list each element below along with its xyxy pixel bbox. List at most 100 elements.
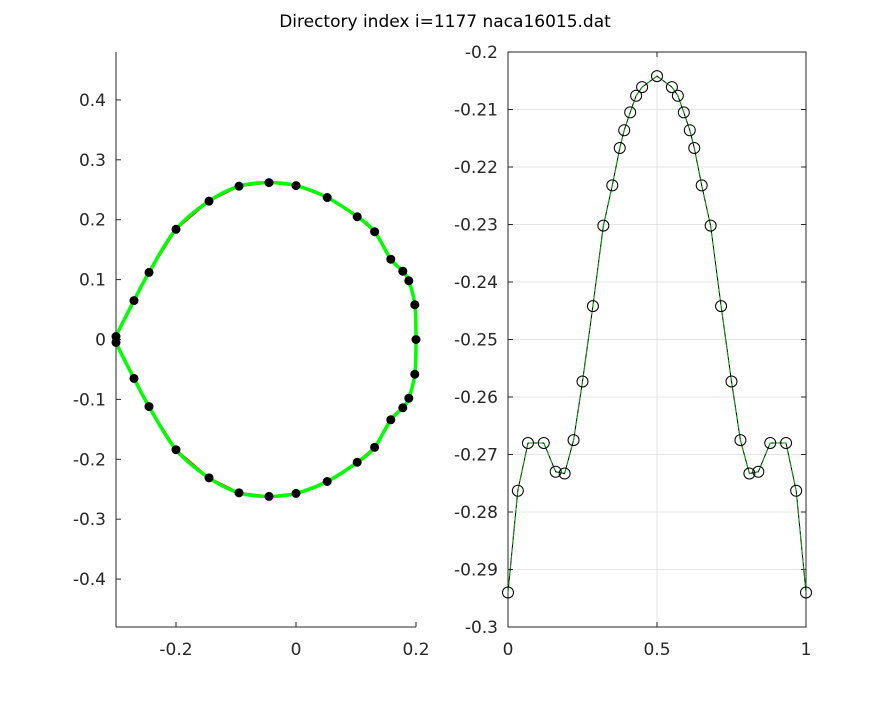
left-point <box>264 491 274 501</box>
left-point <box>398 266 408 276</box>
right-axes: -0.2 -0.21 -0.22 -0.23 -0.24 -0.25 -0.26 -0.27 -… <box>454 43 812 660</box>
right-y-tick-label: -0.24 <box>454 273 498 293</box>
left-x-tick-label: 0 <box>291 640 302 660</box>
right-point <box>800 586 812 599</box>
right-point <box>537 437 550 449</box>
right-point <box>665 81 678 94</box>
right-point <box>780 437 793 449</box>
left-x-tick-label: 0.2 <box>402 640 429 660</box>
right-y-tick-label: -0.28 <box>454 503 498 523</box>
right-point <box>586 300 599 313</box>
left-y-ticks: -0.4 -0.3 -0.2 -0.1 0 0.1 0.2 0.3 0.4 <box>73 91 121 590</box>
left-point <box>144 402 154 412</box>
left-y-tick-label: -0.2 <box>73 450 106 470</box>
left-y-tick-label: 0 <box>95 331 106 351</box>
left-point <box>386 415 396 425</box>
right-point <box>558 467 571 480</box>
right-point <box>613 142 626 155</box>
right-point <box>752 465 765 478</box>
left-point <box>204 196 214 206</box>
right-point <box>576 375 589 388</box>
right-point <box>511 484 524 497</box>
right-y-tick-label: -0.29 <box>454 561 498 581</box>
left-point <box>129 373 139 383</box>
right-y-tick-label: -0.23 <box>454 216 498 236</box>
left-y-tick-label: 0.4 <box>79 91 106 111</box>
right-point <box>688 142 701 155</box>
right-point <box>651 70 663 83</box>
right-y-tick-label: -0.3 <box>465 618 498 638</box>
figure-title: Directory index i=1177 naca16015.dat <box>279 12 611 32</box>
right-point <box>630 89 643 102</box>
left-point <box>234 488 244 498</box>
left-point <box>370 442 380 452</box>
right-y-tick-label: -0.25 <box>454 331 498 351</box>
left-point <box>352 212 362 222</box>
right-y-ticks: -0.2 -0.21 -0.22 -0.23 -0.24 -0.25 -0.26 -0.27 -… <box>454 43 806 638</box>
left-point <box>410 300 420 310</box>
left-point <box>264 178 274 188</box>
right-point <box>521 437 534 449</box>
left-y-tick-label: 0.1 <box>79 271 106 291</box>
right-point <box>764 437 777 449</box>
left-point <box>352 457 362 467</box>
left-x-tick-label: -0.2 <box>159 640 192 660</box>
right-point <box>725 375 738 388</box>
left-point <box>410 369 420 379</box>
left-point <box>370 227 380 237</box>
right-point <box>502 586 514 599</box>
left-y-tick-label: 0.3 <box>79 151 106 171</box>
right-plot-area <box>502 70 812 599</box>
right-y-tick-label: -0.27 <box>454 446 498 466</box>
left-plot-area <box>111 178 421 501</box>
right-x-tick-label: 1 <box>801 640 812 660</box>
left-axes: -0.4 -0.3 -0.2 -0.1 0 0.1 0.2 0.3 0.4 -0.2 0 0.2 <box>73 52 430 660</box>
right-point <box>636 81 649 94</box>
right-point <box>606 179 619 192</box>
left-point <box>111 337 121 347</box>
right-point <box>624 106 637 119</box>
right-point <box>704 219 717 232</box>
left-point <box>411 335 421 344</box>
right-x-tick-label: 0 <box>503 640 514 660</box>
right-point <box>567 434 580 447</box>
right-point <box>671 89 684 102</box>
right-point <box>743 467 756 480</box>
left-point <box>171 224 181 234</box>
right-point <box>715 300 728 313</box>
left-point <box>291 488 301 498</box>
right-point <box>790 484 803 497</box>
right-green-dashed-line <box>507 75 807 593</box>
left-point <box>322 193 332 203</box>
right-x-ticks: 0 0.5 1 <box>503 52 812 660</box>
right-point <box>549 465 562 478</box>
left-x-ticks: -0.2 0 0.2 <box>159 622 430 660</box>
left-point <box>404 393 414 403</box>
right-grid <box>507 51 807 628</box>
right-y-tick-label: -0.2 <box>465 43 498 63</box>
left-y-tick-label: 0.2 <box>79 211 106 231</box>
left-point <box>291 181 301 191</box>
right-y-tick-label: -0.22 <box>454 158 498 178</box>
right-y-tick-label: -0.26 <box>454 388 498 408</box>
right-point <box>734 434 747 447</box>
right-point <box>695 179 708 192</box>
left-point <box>398 403 408 413</box>
right-point <box>677 106 690 119</box>
right-point <box>597 219 610 232</box>
left-point <box>234 181 244 191</box>
left-y-tick-label: -0.3 <box>73 510 106 530</box>
left-point <box>404 276 414 286</box>
left-point <box>386 254 396 264</box>
right-point <box>618 124 631 137</box>
left-point <box>129 296 139 306</box>
left-point <box>204 473 214 483</box>
right-x-tick-label: 0.5 <box>643 640 670 660</box>
left-point <box>171 445 181 455</box>
left-point <box>322 476 332 486</box>
right-point <box>683 124 696 137</box>
right-y-tick-label: -0.21 <box>454 101 498 121</box>
left-y-tick-label: -0.1 <box>73 390 106 410</box>
left-point <box>144 267 154 277</box>
